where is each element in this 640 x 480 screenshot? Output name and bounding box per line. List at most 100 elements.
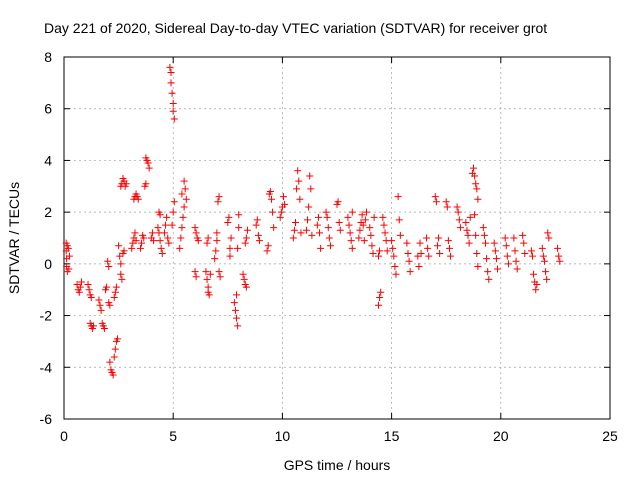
data-point: [233, 314, 241, 322]
data-point: [503, 252, 511, 260]
data-point: [334, 198, 342, 206]
data-point: [511, 247, 519, 255]
data-point: [138, 239, 146, 247]
data-point: [530, 270, 538, 278]
data-point: [227, 234, 235, 242]
data-point: [368, 242, 376, 250]
data-point: [158, 250, 166, 258]
data-point: [230, 299, 238, 307]
data-point: [180, 203, 188, 211]
data-point: [266, 187, 274, 195]
data-point: [484, 268, 492, 276]
data-point: [485, 275, 493, 283]
data-point: [366, 224, 374, 232]
data-point: [445, 244, 453, 252]
data-point: [510, 234, 518, 242]
data-point: [324, 224, 332, 232]
data-point: [234, 244, 242, 252]
data-point: [156, 237, 164, 245]
data-point: [322, 208, 330, 216]
y-tick-label: 4: [44, 152, 52, 168]
data-point: [292, 218, 300, 226]
data-point: [176, 244, 184, 252]
data-point: [89, 322, 97, 330]
data-point: [474, 262, 482, 270]
data-point: [359, 221, 367, 229]
data-point: [554, 244, 562, 252]
data-point: [482, 239, 490, 247]
data-point: [211, 255, 219, 263]
data-point: [396, 231, 404, 239]
data-point: [178, 190, 186, 198]
data-point: [369, 250, 377, 258]
data-point: [169, 107, 177, 115]
plot-frame: [63, 56, 611, 420]
data-point: [453, 203, 461, 211]
data-point: [117, 270, 125, 278]
data-points: [62, 63, 564, 379]
data-point: [226, 244, 234, 252]
data-point: [462, 218, 470, 226]
data-point: [170, 198, 178, 206]
data-point: [323, 213, 331, 221]
data-point: [140, 234, 148, 242]
data-point: [454, 208, 462, 216]
data-point: [302, 226, 310, 234]
data-point: [480, 231, 488, 239]
data-point: [212, 247, 220, 255]
data-point: [533, 281, 541, 289]
data-point: [214, 198, 222, 206]
data-point: [456, 224, 464, 232]
data-point: [163, 213, 171, 221]
data-point: [326, 242, 334, 250]
data-point: [381, 229, 389, 237]
data-point: [543, 275, 551, 283]
data-point: [390, 252, 398, 260]
data-point: [367, 231, 375, 239]
data-point: [307, 185, 315, 193]
data-point: [314, 213, 322, 221]
data-point: [132, 237, 140, 245]
data-point: [253, 216, 261, 224]
data-point: [545, 234, 553, 242]
data-point: [556, 257, 564, 265]
data-point: [131, 229, 139, 237]
data-point: [65, 265, 73, 273]
data-point: [263, 247, 271, 255]
data-point: [100, 325, 108, 332]
data-point: [111, 345, 119, 353]
data-point: [165, 239, 173, 247]
ticks: 0 5 10 15 20 25 -6 -4 -2 0 2 4 6 8: [40, 49, 618, 444]
data-point: [191, 268, 199, 276]
data-point: [215, 268, 223, 276]
data-point: [277, 208, 285, 216]
data-point: [239, 270, 247, 278]
x-tick-label: 20: [493, 428, 509, 444]
data-point: [84, 281, 92, 289]
data-point: [442, 198, 450, 206]
y-tick-label: 0: [44, 256, 52, 272]
data-point: [544, 229, 552, 237]
data-point: [424, 244, 432, 252]
data-point: [142, 180, 150, 188]
data-point: [370, 213, 378, 221]
data-point: [162, 221, 170, 229]
data-point: [164, 234, 172, 242]
data-point: [355, 234, 363, 242]
x-tick-label: 15: [384, 428, 400, 444]
data-point: [120, 247, 128, 255]
data-point: [313, 221, 321, 229]
data-point: [233, 291, 241, 299]
data-point: [491, 247, 499, 255]
data-point: [203, 239, 211, 247]
data-point: [168, 221, 176, 229]
data-point: [206, 270, 214, 278]
data-point: [304, 216, 312, 224]
data-point: [180, 177, 188, 185]
data-point: [168, 89, 176, 97]
data-point: [295, 177, 303, 185]
data-point: [527, 247, 535, 255]
data-point: [432, 198, 440, 206]
data-point: [112, 283, 120, 291]
